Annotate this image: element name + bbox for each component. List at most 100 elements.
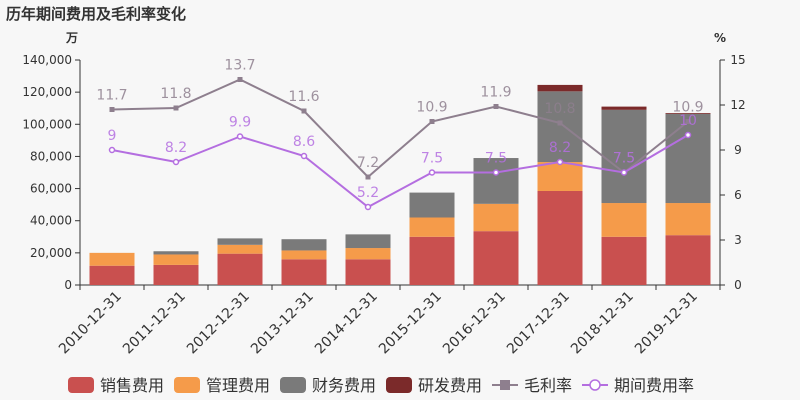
line-point (557, 120, 563, 126)
legend-marker (500, 380, 510, 390)
data-label: 10 (679, 113, 697, 129)
data-label: 5.2 (357, 185, 379, 201)
line-point (493, 104, 499, 109)
line-point (236, 133, 244, 140)
legend-swatch (174, 377, 200, 393)
legend-swatch (386, 377, 412, 393)
legend-label: 管理费用 (206, 376, 270, 395)
y2-tick-label: 9 (734, 143, 742, 157)
chart-title: 历年期间费用及毛利率变化 (6, 5, 187, 23)
data-label: 8.2 (549, 140, 571, 156)
y2-tick-label: 12 (730, 98, 745, 112)
bar-segment (217, 244, 263, 254)
y-tick-label: 20,000 (30, 246, 72, 260)
left-unit-label: 万 (65, 31, 78, 45)
y-tick-label: 140,000 (22, 53, 72, 67)
y-tick-label: 80,000 (30, 149, 72, 163)
data-label: 8.2 (165, 140, 187, 156)
x-tick-label: 2016-12-31 (440, 289, 509, 358)
bar-segment (665, 235, 711, 285)
line-point (108, 146, 116, 154)
y-tick-label: 100,000 (22, 117, 72, 131)
y-tick-label: 60,000 (30, 182, 72, 196)
bar-segment (281, 259, 327, 285)
bar-segment (601, 236, 647, 285)
bar-segment (665, 203, 711, 236)
y-tick-label: 40,000 (30, 214, 72, 228)
bar-segment (473, 203, 519, 232)
bar-segment (473, 158, 519, 204)
data-label: 11.6 (288, 89, 319, 105)
x-tick-label: 2013-12-31 (248, 289, 317, 358)
series-line (111, 134, 689, 209)
y2-tick-label: 6 (734, 188, 742, 202)
data-label: 11.7 (96, 88, 127, 104)
bar-segment (665, 113, 711, 114)
line-point (429, 119, 435, 124)
data-label: 7.5 (421, 151, 443, 167)
bar-segment (601, 109, 647, 204)
bar-segment (473, 231, 519, 285)
bar-segment (217, 253, 263, 285)
line-point (109, 107, 115, 112)
data-label: 7.5 (613, 151, 635, 167)
data-label: 9 (108, 128, 117, 144)
data-label: 11.8 (160, 86, 191, 102)
right-unit-label: % (714, 31, 726, 45)
bar-segment (89, 252, 135, 266)
y-tick-label: 0 (64, 278, 72, 292)
bar-segment (153, 254, 199, 265)
legend-label: 财务费用 (312, 376, 376, 395)
legend-label: 毛利率 (524, 376, 572, 395)
line-point (428, 169, 436, 176)
line-point (492, 169, 500, 176)
bar-segment (409, 236, 455, 285)
data-label: 11.9 (480, 85, 511, 101)
bar-segment (601, 203, 647, 237)
line-point (684, 131, 692, 139)
x-tick-label: 2018-12-31 (568, 289, 637, 358)
line-point (620, 169, 628, 176)
y2-tick-label: 0 (734, 278, 742, 292)
x-tick-label: 2012-12-31 (184, 289, 253, 358)
data-label: 10.9 (416, 100, 447, 116)
data-label: 9.9 (229, 115, 251, 131)
legend-label: 期间费用率 (614, 376, 694, 395)
data-label: 8.6 (293, 134, 315, 150)
x-tick-label: 2015-12-31 (376, 289, 445, 358)
line-point (300, 152, 308, 160)
x-tick-label: 2017-12-31 (504, 289, 573, 358)
x-tick-label: 2014-12-31 (312, 289, 381, 358)
line-point (364, 203, 372, 211)
series-line (111, 78, 689, 179)
legend-swatch (280, 377, 306, 393)
x-tick-label: 2010-12-31 (56, 289, 125, 358)
y2-tick-label: 15 (730, 53, 745, 67)
line-point (172, 158, 180, 166)
y-tick-label: 120,000 (22, 85, 72, 99)
bar-segment (281, 239, 327, 251)
line-point (365, 174, 371, 180)
bar-segment (409, 192, 455, 218)
data-label: 7.5 (485, 151, 507, 167)
data-label: 13.7 (224, 58, 255, 74)
bar-segment (537, 84, 583, 92)
line-point (173, 105, 179, 111)
line-point (556, 158, 564, 166)
data-label: 7.5 (613, 151, 635, 167)
line-point (685, 119, 691, 124)
bar-segment (281, 250, 327, 260)
bar-segment (345, 248, 391, 260)
data-label: 7.2 (357, 155, 379, 171)
bar-segment (89, 265, 135, 285)
line-point (301, 108, 307, 114)
legend-marker (589, 379, 601, 391)
y2-tick-label: 3 (734, 233, 742, 247)
bar-segment (345, 259, 391, 285)
bar-segment (537, 91, 583, 163)
bar-segment (153, 251, 199, 255)
legend-swatch (68, 377, 94, 393)
bar-segment (409, 217, 455, 237)
x-tick-label: 2019-12-31 (632, 289, 701, 358)
